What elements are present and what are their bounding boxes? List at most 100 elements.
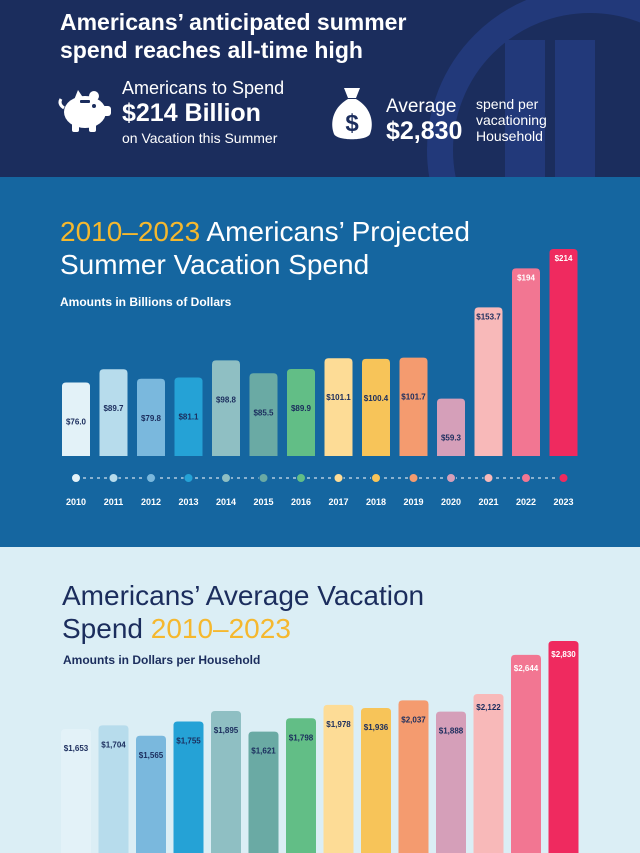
stat1-value: $214 Billion bbox=[122, 99, 261, 127]
bar bbox=[399, 357, 428, 456]
decorative-logo-shape bbox=[427, 0, 640, 177]
bar-value-label: $2,830 bbox=[551, 650, 576, 659]
chart2-subtitle: Amounts in Dollars per Household bbox=[63, 653, 261, 667]
x-tick-label: 2022 bbox=[516, 497, 536, 507]
x-tick-label: 2019 bbox=[403, 497, 423, 507]
timeline-dot bbox=[333, 473, 344, 483]
household-spend-section: Americans’ Average Vacation Spend 2010–2… bbox=[0, 547, 640, 853]
bar bbox=[286, 718, 316, 853]
bar bbox=[437, 398, 465, 456]
bar bbox=[323, 704, 354, 853]
bar bbox=[211, 711, 241, 853]
bar bbox=[362, 358, 390, 456]
bar bbox=[174, 377, 203, 456]
timeline-dot bbox=[71, 473, 81, 483]
svg-text:$: $ bbox=[345, 110, 359, 137]
bar bbox=[62, 382, 90, 456]
x-tick-label: 2011 bbox=[104, 497, 124, 507]
bar bbox=[136, 735, 166, 853]
timeline-dot bbox=[371, 473, 381, 483]
chart1-title-text: Americans’ Projected Summer Vacation Spe… bbox=[60, 216, 470, 280]
bar-value-label: $1,798 bbox=[289, 733, 314, 742]
bar-value-label: $214 bbox=[555, 254, 573, 263]
chart1-subtitle: Amounts in Billions of Dollars bbox=[60, 295, 232, 309]
bar-value-label: $101.7 bbox=[401, 393, 426, 402]
stat2-note: spend per vacationing Household bbox=[476, 96, 547, 144]
bar bbox=[287, 369, 315, 456]
header-banner: Americans’ anticipated summer spend reac… bbox=[0, 0, 640, 177]
bar-value-label: $98.8 bbox=[216, 395, 237, 404]
bar bbox=[99, 369, 128, 456]
bar bbox=[511, 654, 541, 853]
money-bag-icon: $ bbox=[332, 88, 372, 140]
timeline-dot bbox=[146, 473, 156, 483]
stat2-value: $2,830 bbox=[386, 117, 463, 145]
bar bbox=[398, 700, 429, 853]
timeline-dot bbox=[258, 473, 269, 483]
timeline-dot bbox=[558, 473, 569, 483]
bar-value-label: $79.8 bbox=[141, 414, 162, 423]
x-tick-label: 2012 bbox=[141, 497, 161, 507]
bar-value-label: $81.1 bbox=[178, 413, 199, 422]
chart2-title: Americans’ Average Vacation Spend 2010–2… bbox=[62, 579, 482, 645]
timeline-dot bbox=[446, 473, 456, 483]
x-tick-label: 2023 bbox=[553, 497, 573, 507]
x-tick-label: 2018 bbox=[366, 497, 386, 507]
bar-value-label: $2,037 bbox=[401, 715, 426, 724]
bar-value-label: $89.9 bbox=[291, 404, 312, 413]
projected-spend-chart: $76.0 2010 $89.7 2011 $79.8 2012 $81.1 2013 $98.… bbox=[62, 249, 578, 507]
bar-value-label: $1,936 bbox=[364, 723, 389, 732]
bar-value-label: $1,978 bbox=[326, 720, 351, 729]
bar bbox=[548, 641, 579, 853]
bar bbox=[549, 249, 578, 456]
stat1-subtext: on Vacation this Summer bbox=[122, 130, 278, 146]
x-tick-label: 2014 bbox=[216, 497, 236, 507]
bar-value-label: $59.3 bbox=[441, 434, 462, 443]
projected-spend-section: 2010–2023 Americans’ Projected Summer Va… bbox=[0, 177, 640, 547]
bar bbox=[137, 378, 165, 456]
timeline-dot bbox=[221, 473, 231, 483]
timeline-dot bbox=[108, 473, 119, 483]
bar bbox=[249, 373, 278, 456]
bar-value-label: $101.1 bbox=[326, 393, 351, 402]
bar bbox=[173, 721, 204, 853]
bar-value-label: $1,755 bbox=[176, 737, 201, 746]
x-tick-label: 2016 bbox=[291, 497, 311, 507]
bar-value-label: $1,653 bbox=[64, 744, 89, 753]
bar-value-label: $153.7 bbox=[476, 312, 501, 321]
bar-value-label: $2,644 bbox=[514, 664, 539, 673]
bar-value-label: $2,122 bbox=[476, 703, 501, 712]
household-spend-chart: $1,653 $1,704 $1,565 $1,755 $1,895 $1,621 $1,7… bbox=[61, 641, 579, 853]
bar bbox=[361, 707, 391, 853]
chart2-title-years: 2010–2023 bbox=[150, 613, 291, 644]
bar-value-label: $76.0 bbox=[66, 417, 87, 426]
timeline-dot bbox=[183, 473, 194, 483]
piggy-bank-icon bbox=[58, 90, 111, 132]
bar bbox=[248, 731, 279, 853]
bar-value-label: $194 bbox=[517, 273, 535, 282]
bar-value-label: $1,565 bbox=[139, 751, 164, 760]
x-tick-label: 2010 bbox=[66, 497, 86, 507]
bar bbox=[436, 711, 466, 853]
timeline-dot bbox=[408, 473, 419, 483]
bar bbox=[512, 268, 540, 456]
page-title: Americans’ anticipated summer spend reac… bbox=[60, 9, 407, 63]
bar-value-label: $1,704 bbox=[101, 740, 126, 749]
x-tick-label: 2015 bbox=[253, 497, 273, 507]
bar bbox=[474, 307, 503, 456]
bar-value-label: $100.4 bbox=[364, 394, 389, 403]
x-tick-label: 2021 bbox=[478, 497, 498, 507]
bar bbox=[212, 360, 240, 456]
bar bbox=[61, 729, 91, 853]
stat1-label: Americans to Spend bbox=[122, 78, 285, 98]
bar-value-label: $1,621 bbox=[251, 747, 276, 756]
chart1-title-years: 2010–2023 bbox=[60, 216, 201, 247]
bar bbox=[473, 694, 504, 853]
x-tick-label: 2020 bbox=[441, 497, 461, 507]
bar bbox=[324, 358, 353, 456]
timeline-dot bbox=[521, 473, 531, 483]
chart2-title-text: Americans’ Average Vacation Spend bbox=[62, 580, 425, 644]
bar-value-label: $89.7 bbox=[103, 404, 124, 413]
stat2-label: Average bbox=[386, 96, 457, 117]
